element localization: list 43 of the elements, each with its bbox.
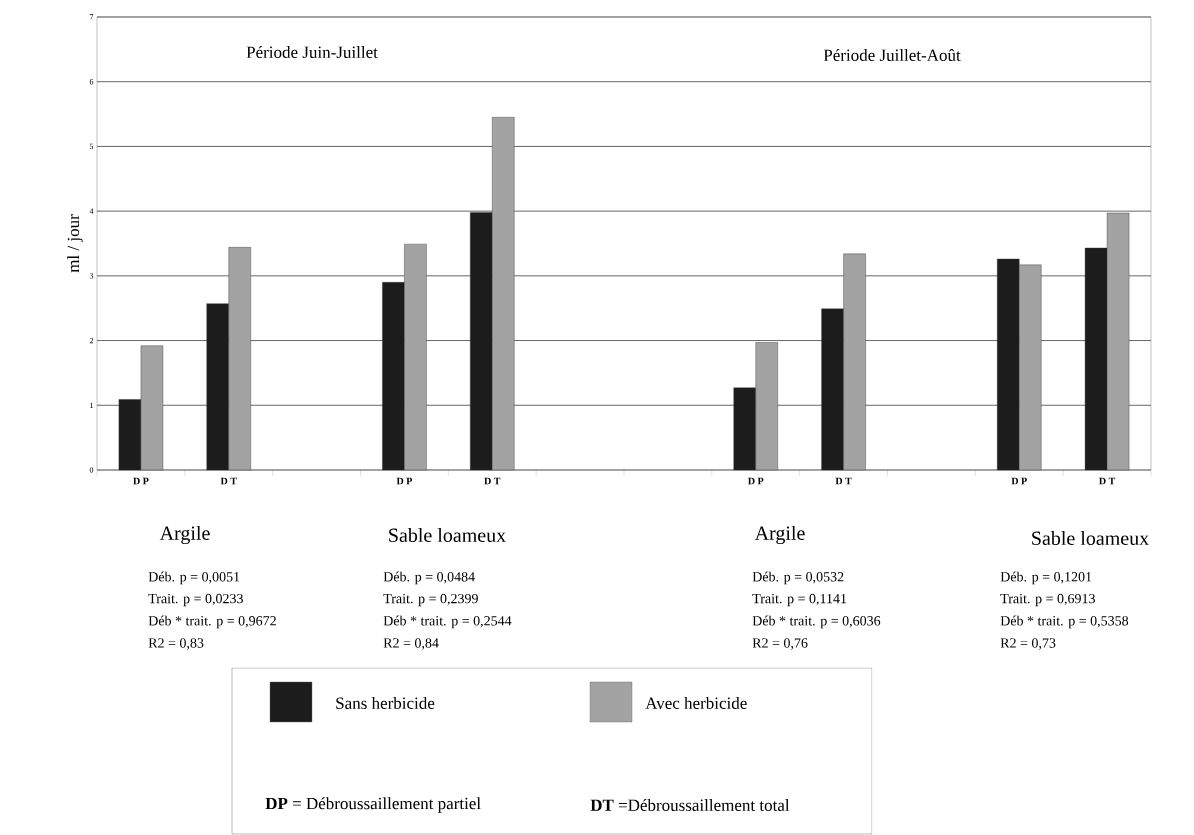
text: DT =Débroussaillement total bbox=[590, 798, 790, 811]
text: R2 = 0,76 bbox=[752, 638, 808, 650]
y-tick-label: 5 bbox=[89, 143, 94, 150]
text: Déb. p = 0,0051 bbox=[148, 571, 240, 585]
text: Argile bbox=[754, 525, 805, 545]
y-tick-label: 1 bbox=[90, 402, 93, 408]
text: DP = Débroussaillement partiel bbox=[265, 797, 481, 813]
text: Sable loameux bbox=[1032, 530, 1149, 546]
x-tick-label: D T bbox=[835, 477, 852, 485]
legend-label: Sans herbicide bbox=[336, 697, 435, 709]
text: Déb. p = 0,1201 bbox=[1000, 571, 1092, 585]
text: Trait. p = 0,1141 bbox=[752, 593, 847, 607]
annotation: Période Juillet-Août bbox=[823, 48, 961, 61]
x-tick-label: D T bbox=[220, 477, 237, 485]
text: Déb * trait. p = 0,6036 bbox=[752, 615, 881, 629]
text: Trait. p = 0,6913 bbox=[1000, 593, 1095, 607]
annotation: Période Juin-Juillet bbox=[246, 45, 378, 58]
x-tick-label: D T bbox=[1099, 477, 1116, 485]
text: Déb. p = 0,0532 bbox=[752, 571, 844, 585]
x-tick-label: D T bbox=[484, 477, 501, 485]
text: Trait. p = 0,2399 bbox=[383, 593, 478, 607]
x-tick-label: D P bbox=[396, 477, 413, 485]
y-tick-label: 4 bbox=[89, 208, 94, 214]
text: Sable loameux bbox=[389, 527, 506, 543]
x-tick-label: D P bbox=[1011, 477, 1027, 485]
text: Trait. p = 0,0233 bbox=[148, 593, 243, 607]
y-tick-label: 3 bbox=[89, 273, 94, 279]
y-tick-label: 0 bbox=[89, 467, 94, 473]
text: R2 = 0,83 bbox=[148, 638, 204, 650]
y-axis-title: ml / jour bbox=[67, 214, 83, 273]
text: Déb * trait. p = 0,5358 bbox=[1000, 615, 1129, 629]
text: Déb * trait. p = 0,9672 bbox=[148, 615, 276, 629]
y-tick-label: 6 bbox=[89, 79, 94, 85]
legend-label: Avec herbicide bbox=[645, 697, 747, 709]
y-tick-label: 2 bbox=[89, 337, 94, 344]
text: R2 = 0,84 bbox=[383, 638, 439, 650]
text: Déb * trait. p = 0,2544 bbox=[383, 615, 512, 629]
x-tick-label: D P bbox=[748, 477, 764, 485]
text: Argile bbox=[159, 525, 210, 545]
x-tick-label: D P bbox=[133, 477, 149, 485]
y-tick-label: 7 bbox=[90, 14, 94, 20]
text: R2 = 0,73 bbox=[1000, 638, 1056, 650]
text: Déb. p = 0,0484 bbox=[383, 571, 475, 585]
